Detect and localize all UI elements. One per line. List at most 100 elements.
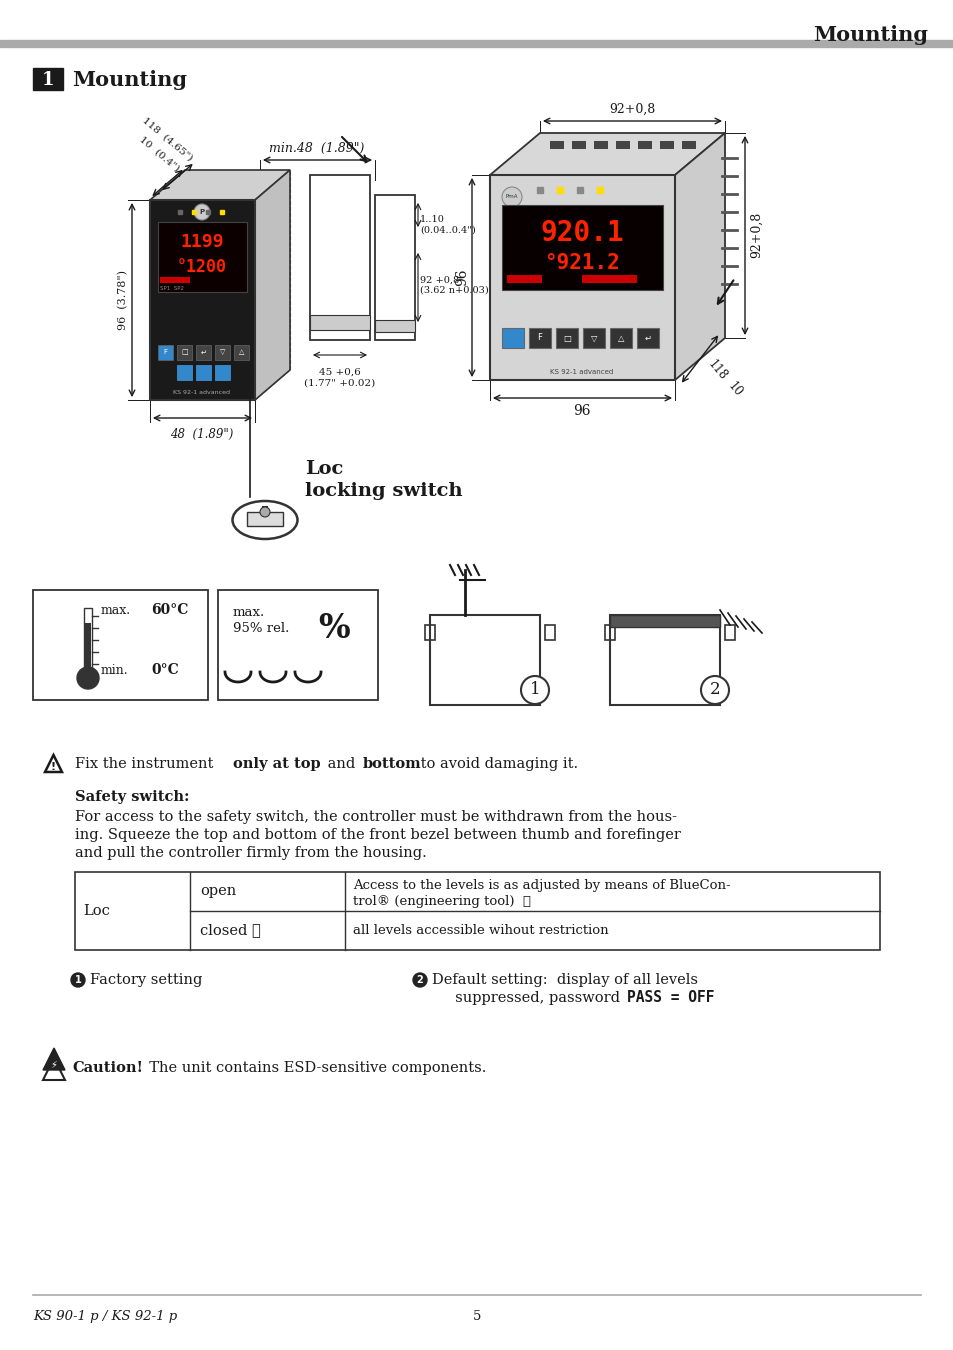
Text: °921.2: °921.2 [543, 252, 619, 273]
Bar [177, 364, 192, 379]
Text: Safety switch:: Safety switch: [75, 790, 190, 805]
Text: ↵: ↵ [644, 333, 651, 343]
Bar [218, 590, 377, 701]
Text: Factory setting: Factory setting [90, 973, 202, 987]
Text: 1199: 1199 [180, 234, 224, 251]
Bar [262, 506, 268, 514]
Circle shape [520, 676, 548, 703]
Bar [160, 277, 190, 284]
Bar [604, 625, 615, 640]
Text: 0°C: 0°C [151, 663, 178, 676]
Bar [177, 346, 192, 360]
Polygon shape [254, 170, 290, 400]
Bar [33, 590, 208, 701]
Bar [529, 328, 551, 348]
Polygon shape [43, 1048, 65, 1071]
Bar [195, 346, 211, 360]
Text: 60°C: 60°C [151, 603, 188, 617]
Bar [501, 205, 662, 290]
Text: □: □ [181, 350, 188, 355]
Bar [33, 68, 63, 90]
Text: 1..10
(0.04..0.4"): 1..10 (0.04..0.4") [419, 215, 476, 235]
Text: closed ①: closed ① [200, 923, 260, 937]
Polygon shape [594, 140, 607, 148]
Text: F: F [537, 333, 542, 343]
Text: and pull the controller firmly from the housing.: and pull the controller firmly from the … [75, 846, 426, 860]
Text: KS 90-1 p / KS 92-1 p: KS 90-1 p / KS 92-1 p [33, 1310, 177, 1323]
Bar [150, 200, 254, 400]
Polygon shape [659, 140, 673, 148]
Text: max.: max. [101, 603, 131, 617]
Bar [490, 176, 675, 379]
Text: SP1  SP2: SP1 SP2 [160, 285, 184, 290]
Text: suppressed, password: suppressed, password [432, 991, 624, 1004]
Circle shape [260, 508, 270, 517]
Bar [430, 616, 539, 705]
Text: 92 +0,8
(3.62 n+0.03): 92 +0,8 (3.62 n+0.03) [419, 275, 488, 294]
Text: ing. Squeeze the top and bottom of the front bezel between thumb and forefinger: ing. Squeeze the top and bottom of the f… [75, 828, 680, 842]
Bar [375, 194, 415, 340]
Text: △: △ [238, 350, 244, 355]
Text: 1: 1 [529, 682, 539, 698]
Text: 920.1: 920.1 [539, 219, 623, 247]
Text: ▽: ▽ [219, 350, 225, 355]
Text: only at top: only at top [233, 757, 320, 771]
Bar [84, 608, 91, 674]
Bar [0, 40, 953, 47]
Circle shape [413, 973, 427, 987]
Polygon shape [638, 140, 651, 148]
Text: 2: 2 [709, 682, 720, 698]
Bar [609, 616, 720, 705]
Bar [424, 625, 435, 640]
Text: Caution!: Caution! [71, 1061, 143, 1075]
Bar [556, 328, 578, 348]
Text: PmA: PmA [505, 194, 517, 200]
Text: PASS = OFF: PASS = OFF [626, 991, 714, 1006]
Bar [247, 512, 283, 526]
Text: P: P [199, 209, 204, 215]
Text: 118: 118 [704, 358, 728, 383]
Text: %: % [317, 612, 350, 644]
Text: F: F [163, 350, 168, 355]
Text: KS 92-1 advanced: KS 92-1 advanced [173, 390, 231, 394]
Text: 1: 1 [42, 72, 54, 89]
Circle shape [193, 204, 210, 220]
Text: KS 92-1 advanced: KS 92-1 advanced [550, 369, 613, 375]
Text: 5: 5 [473, 1310, 480, 1323]
Text: ⚡: ⚡ [51, 1060, 57, 1071]
Bar [637, 328, 659, 348]
Bar [310, 315, 370, 329]
Text: and: and [323, 757, 359, 771]
Text: Access to the levels is as adjusted by means of BlueCon-: Access to the levels is as adjusted by m… [353, 879, 730, 891]
Text: Loc: Loc [305, 460, 343, 478]
Text: Fix the instrument: Fix the instrument [75, 757, 218, 771]
Text: ↵: ↵ [200, 350, 206, 355]
Bar [214, 364, 230, 379]
Text: □: □ [562, 333, 570, 343]
Bar [609, 616, 720, 626]
Bar [581, 275, 637, 284]
Text: °1200: °1200 [177, 258, 227, 275]
Text: Mounting: Mounting [812, 26, 927, 45]
Text: The unit contains ESD-sensitive components.: The unit contains ESD-sensitive componen… [140, 1061, 486, 1075]
Bar [544, 625, 555, 640]
Text: trol® (engineering tool)  Ⓐ: trol® (engineering tool) Ⓐ [353, 895, 531, 907]
Text: locking switch: locking switch [305, 482, 462, 500]
Bar [75, 872, 879, 950]
Bar [158, 346, 172, 360]
Bar [158, 221, 247, 292]
Bar [85, 622, 91, 674]
Bar [501, 328, 523, 348]
Polygon shape [150, 170, 290, 200]
Polygon shape [681, 140, 696, 148]
Text: 118  (4.65"): 118 (4.65") [140, 116, 193, 163]
Text: 92+0,8: 92+0,8 [608, 103, 655, 116]
Bar [233, 346, 249, 360]
Text: 95% rel.: 95% rel. [233, 621, 289, 634]
Text: min.: min. [101, 663, 129, 676]
Bar [582, 328, 604, 348]
Text: max.: max. [233, 606, 265, 618]
Bar [195, 364, 211, 379]
Bar [310, 176, 370, 340]
Polygon shape [572, 140, 585, 148]
